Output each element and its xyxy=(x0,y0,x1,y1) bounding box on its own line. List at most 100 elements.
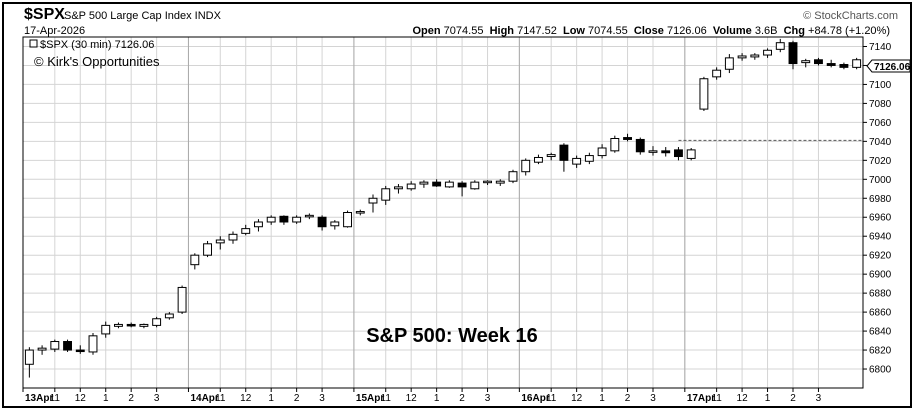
candle xyxy=(254,219,263,232)
x-tick-label: 15Apr xyxy=(356,393,384,404)
x-tick-label: 2 xyxy=(128,393,134,404)
candle xyxy=(584,152,594,165)
x-tick-label: 2 xyxy=(459,393,465,404)
y-tick-label: 7140 xyxy=(869,42,892,53)
candle xyxy=(788,40,798,70)
candle-body xyxy=(330,221,340,227)
x-tick-label: 17Apr xyxy=(687,393,715,404)
instrument-name: S&P 500 Large Cap Index INDX xyxy=(64,10,221,22)
candle-body xyxy=(495,180,505,184)
x-tick-label: 3 xyxy=(154,393,160,404)
x-tick-label: 13Apr xyxy=(25,393,53,404)
chg-label: Chg xyxy=(783,25,805,37)
candle-body xyxy=(635,138,645,153)
candle xyxy=(674,147,683,161)
candle-body xyxy=(674,149,683,158)
candle-body xyxy=(241,228,251,234)
gridlines xyxy=(22,37,863,388)
candle-body xyxy=(152,318,162,326)
chart-date: 17-Apr-2026 xyxy=(24,25,86,37)
candle-body xyxy=(432,181,442,187)
x-tick-label: 12 xyxy=(240,393,252,404)
candle xyxy=(572,155,582,168)
chart-frame xyxy=(2,2,912,408)
candle-body xyxy=(724,57,734,70)
candle xyxy=(343,210,352,228)
candle-body xyxy=(254,221,263,228)
candle xyxy=(190,253,200,270)
candle-body xyxy=(292,216,302,223)
y-tick-label: 6920 xyxy=(869,251,892,262)
candle-body xyxy=(88,335,98,353)
candle xyxy=(521,158,531,176)
candle-body xyxy=(126,323,136,327)
candle xyxy=(381,185,391,205)
candle xyxy=(419,180,429,188)
candle-body xyxy=(177,286,187,313)
y-tick-label: 6800 xyxy=(869,365,892,376)
candle-body xyxy=(101,324,111,335)
candle-body xyxy=(559,144,569,161)
candle-body xyxy=(775,42,785,50)
candle xyxy=(686,147,696,161)
candle-body xyxy=(737,55,747,59)
x-tick-label: 11 xyxy=(215,393,226,404)
candle-body xyxy=(63,341,72,351)
candle xyxy=(623,133,632,142)
candle-body xyxy=(610,138,620,152)
x-tick-label: 11 xyxy=(381,393,392,404)
y-tick-label: 7100 xyxy=(869,80,892,91)
x-tick-label: 16Apr xyxy=(521,393,549,404)
candle-body xyxy=(228,233,238,241)
x-tick-label: 12 xyxy=(406,393,418,404)
candle xyxy=(241,224,251,236)
candle-body xyxy=(648,150,658,153)
candle xyxy=(215,236,225,250)
candle-body xyxy=(839,64,849,68)
candle xyxy=(699,76,709,111)
candle-body xyxy=(623,137,632,140)
candle xyxy=(661,147,671,157)
chg-value: +84.78 (+1.20%) xyxy=(808,25,890,37)
x-tick-label: 2 xyxy=(294,393,300,404)
low-label: Low xyxy=(562,25,585,37)
candle-body xyxy=(279,215,289,223)
candle-body xyxy=(139,323,149,327)
candle-body xyxy=(534,156,543,163)
high-label: High xyxy=(489,25,515,37)
candle xyxy=(355,209,365,216)
candle xyxy=(177,285,187,315)
candle xyxy=(152,316,162,328)
candle-body xyxy=(190,254,200,266)
series-legend: $SPX (30 min) 7126.06 xyxy=(40,39,154,51)
candle xyxy=(394,184,403,194)
volume-value: 3.6B xyxy=(754,25,778,37)
candle xyxy=(712,67,722,80)
candle-body xyxy=(521,159,531,173)
x-tick-label: 1 xyxy=(103,393,109,404)
candle-body xyxy=(470,181,480,190)
candle-body xyxy=(203,243,212,256)
candle-body xyxy=(266,216,276,223)
candle xyxy=(457,181,467,197)
candle-body xyxy=(343,212,352,228)
high-value: 7147.52 xyxy=(517,25,557,37)
x-tick-label: 1 xyxy=(599,393,605,404)
candle xyxy=(203,240,212,258)
candle xyxy=(432,179,442,187)
candle-body xyxy=(457,182,467,188)
x-tick-label: 12 xyxy=(737,393,749,404)
candle xyxy=(279,215,289,225)
x-tick-label: 11 xyxy=(711,393,722,404)
close-label: Close xyxy=(633,25,664,37)
candle-body xyxy=(164,313,174,319)
y-tick-label: 7060 xyxy=(869,118,892,129)
candle xyxy=(839,62,849,70)
candle-body xyxy=(686,149,696,159)
candle-body xyxy=(826,63,836,66)
candle-body xyxy=(712,69,722,78)
candle xyxy=(635,137,645,155)
candle xyxy=(724,54,734,74)
candle xyxy=(304,213,314,220)
